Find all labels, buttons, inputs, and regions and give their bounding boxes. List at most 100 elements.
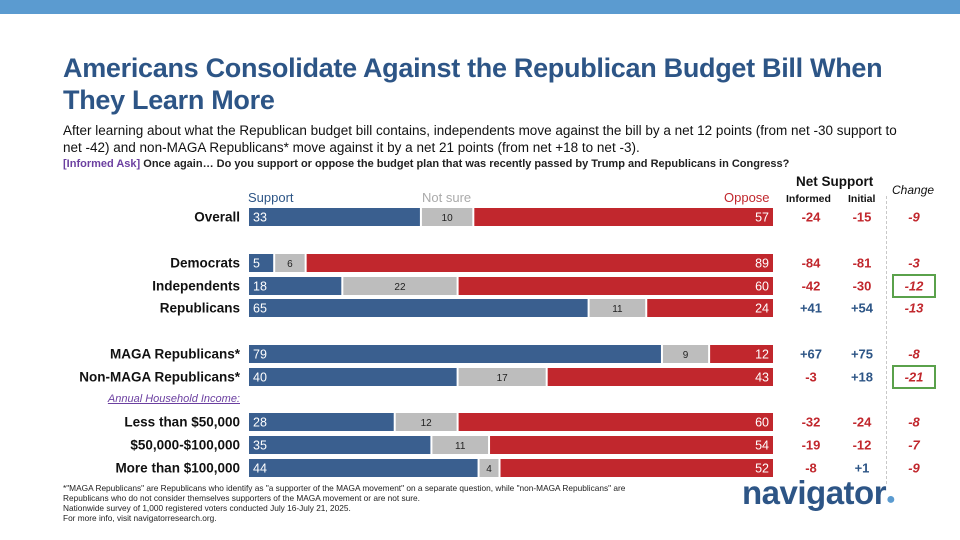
legend-not-sure: Not sure xyxy=(422,190,472,205)
oppose-value: 60 xyxy=(755,280,769,294)
change-divider xyxy=(886,196,887,484)
row-label: Overall xyxy=(194,210,240,225)
not-sure-bar xyxy=(275,254,305,272)
row-label: MAGA Republicans* xyxy=(110,347,241,362)
change-header: Change xyxy=(892,183,935,197)
not-sure-value: 9 xyxy=(683,350,689,361)
net-initial-value: +54 xyxy=(851,301,874,316)
footnote-definition: *"MAGA Republicans" are Republicans who … xyxy=(63,483,626,503)
not-sure-value: 11 xyxy=(612,304,623,315)
change-highlight-box xyxy=(892,274,936,298)
row-label: More than $100,000 xyxy=(115,461,240,476)
page-title: Americans Consolidate Against the Republ… xyxy=(63,53,883,115)
support-value: 28 xyxy=(253,416,267,430)
row-label: Republicans xyxy=(160,301,240,316)
initial-header: Initial xyxy=(848,193,876,205)
not-sure-value: 17 xyxy=(497,373,509,384)
support-bar xyxy=(249,368,457,386)
not-sure-bar xyxy=(479,459,499,477)
net-informed-value: -8 xyxy=(805,461,817,476)
oppose-value: 60 xyxy=(755,416,769,430)
support-bar xyxy=(249,208,420,226)
subtitle: After learning about what the Republican… xyxy=(63,123,897,155)
net-informed-value: -24 xyxy=(802,210,822,225)
navigator-logo: navigator● xyxy=(742,474,896,512)
support-bar xyxy=(249,459,478,477)
footnote-survey: Nationwide survey of 1,000 registered vo… xyxy=(63,503,351,513)
change-value: -8 xyxy=(908,415,920,430)
net-informed-value: +41 xyxy=(800,301,822,316)
oppose-value: 54 xyxy=(755,439,769,453)
support-value: 5 xyxy=(253,257,260,271)
logo-dot-icon: ● xyxy=(886,491,896,508)
legend-support: Support xyxy=(248,190,294,205)
oppose-bar xyxy=(458,413,773,431)
support-bar xyxy=(249,413,394,431)
oppose-value: 57 xyxy=(755,211,769,225)
net-initial-value: -15 xyxy=(853,210,872,225)
not-sure-bar xyxy=(458,368,546,386)
change-value: -9 xyxy=(908,461,920,476)
change-value: -12 xyxy=(905,279,925,294)
net-informed-value: -32 xyxy=(802,415,821,430)
change-value: -3 xyxy=(908,256,920,271)
row-label: Non-MAGA Republicans* xyxy=(79,370,241,385)
not-sure-value: 22 xyxy=(394,282,406,293)
net-initial-value: +1 xyxy=(855,461,870,476)
oppose-value: 52 xyxy=(755,462,769,476)
logo-text: navigator xyxy=(742,474,887,511)
net-informed-value: -3 xyxy=(805,370,817,385)
not-sure-value: 11 xyxy=(455,441,466,452)
not-sure-value: 4 xyxy=(486,464,492,475)
support-value: 33 xyxy=(253,211,267,225)
not-sure-value: 10 xyxy=(442,213,454,224)
change-value: -13 xyxy=(905,301,925,316)
oppose-bar xyxy=(474,208,773,226)
oppose-value: 43 xyxy=(755,371,769,385)
net-initial-value: -12 xyxy=(853,438,872,453)
row-label: Independents xyxy=(152,279,240,294)
change-highlight-box xyxy=(892,365,936,389)
support-bar xyxy=(249,254,274,272)
net-informed-value: +67 xyxy=(800,347,822,362)
row-label: Less than $50,000 xyxy=(124,415,240,430)
change-value: -8 xyxy=(908,347,920,362)
support-bar xyxy=(249,277,342,295)
income-group-label: Annual Household Income: xyxy=(107,393,240,405)
support-value: 18 xyxy=(253,280,267,294)
support-value: 65 xyxy=(253,302,267,316)
not-sure-bar xyxy=(395,413,457,431)
support-value: 79 xyxy=(253,348,267,362)
change-value: -7 xyxy=(908,438,920,453)
oppose-bar xyxy=(306,254,773,272)
net-initial-value: +75 xyxy=(851,347,873,362)
change-value: -21 xyxy=(905,370,924,385)
oppose-bar xyxy=(647,299,773,317)
footnote: *"MAGA Republicans" are Republicans who … xyxy=(63,483,663,523)
net-initial-value: +18 xyxy=(851,370,873,385)
net-initial-value: -30 xyxy=(853,279,872,294)
oppose-bar xyxy=(500,459,773,477)
not-sure-bar xyxy=(421,208,473,226)
question-text: Once again… Do you support or oppose the… xyxy=(143,158,790,170)
informed-header: Informed xyxy=(786,193,831,205)
not-sure-bar xyxy=(589,299,646,317)
support-value: 35 xyxy=(253,439,267,453)
oppose-value: 24 xyxy=(755,302,769,316)
oppose-bar xyxy=(547,368,773,386)
net-informed-value: -84 xyxy=(802,256,822,271)
support-value: 44 xyxy=(253,462,267,476)
top-accent-bar xyxy=(0,0,960,14)
net-informed-value: -19 xyxy=(802,438,821,453)
oppose-bar xyxy=(458,277,773,295)
oppose-value: 12 xyxy=(755,348,769,362)
net-support-header: Net Support xyxy=(796,174,874,189)
not-sure-bar xyxy=(343,277,457,295)
oppose-bar xyxy=(490,436,773,454)
support-value: 40 xyxy=(253,371,267,385)
net-informed-value: -42 xyxy=(802,279,821,294)
not-sure-bar xyxy=(432,436,489,454)
not-sure-value: 6 xyxy=(287,259,293,270)
footnote-more-info: For more info, visit navigatorresearch.o… xyxy=(63,513,217,523)
question: [Informed Ask] Once again… Do you suppor… xyxy=(63,158,913,170)
